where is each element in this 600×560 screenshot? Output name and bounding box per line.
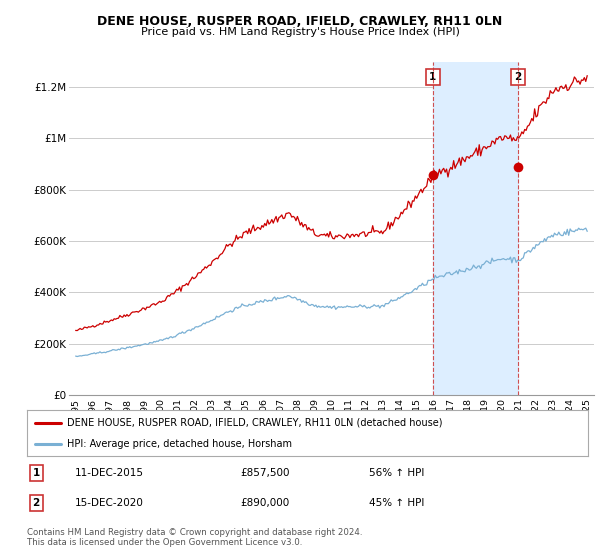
Text: £890,000: £890,000 <box>240 498 289 508</box>
Text: 2: 2 <box>515 72 522 82</box>
Text: DENE HOUSE, RUSPER ROAD, IFIELD, CRAWLEY, RH11 0LN (detached house): DENE HOUSE, RUSPER ROAD, IFIELD, CRAWLEY… <box>67 418 443 428</box>
Text: 15-DEC-2020: 15-DEC-2020 <box>74 498 143 508</box>
Text: Price paid vs. HM Land Registry's House Price Index (HPI): Price paid vs. HM Land Registry's House … <box>140 27 460 37</box>
Text: 1: 1 <box>32 468 40 478</box>
Text: HPI: Average price, detached house, Horsham: HPI: Average price, detached house, Hors… <box>67 439 292 449</box>
Text: £857,500: £857,500 <box>240 468 290 478</box>
Text: DENE HOUSE, RUSPER ROAD, IFIELD, CRAWLEY, RH11 0LN: DENE HOUSE, RUSPER ROAD, IFIELD, CRAWLEY… <box>97 15 503 27</box>
Text: 56% ↑ HPI: 56% ↑ HPI <box>369 468 425 478</box>
Text: 2: 2 <box>32 498 40 508</box>
Text: 1: 1 <box>429 72 437 82</box>
Text: Contains HM Land Registry data © Crown copyright and database right 2024.
This d: Contains HM Land Registry data © Crown c… <box>27 528 362 547</box>
Bar <box>433 62 518 395</box>
Text: 45% ↑ HPI: 45% ↑ HPI <box>369 498 425 508</box>
Text: 11-DEC-2015: 11-DEC-2015 <box>74 468 143 478</box>
